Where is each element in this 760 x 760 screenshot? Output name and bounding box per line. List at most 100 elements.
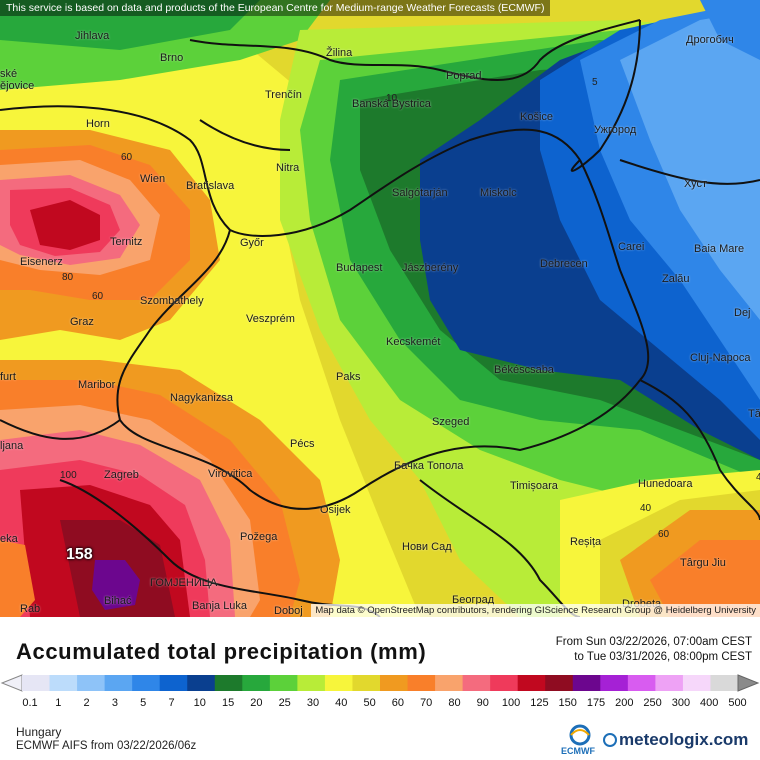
city-label: Reșița	[570, 536, 602, 548]
colorbar-max-arrow	[737, 674, 760, 692]
colorbar-segment	[77, 675, 106, 691]
colorbar-segment	[462, 675, 491, 691]
colorbar	[0, 674, 760, 692]
contour-value-label: 80	[62, 272, 74, 283]
city-label: Szombathely	[140, 295, 204, 307]
contour-value-label: 40	[756, 472, 760, 483]
colorbar-segment	[214, 675, 243, 691]
city-label: Rab	[20, 603, 41, 615]
city-label: Nitra	[276, 162, 300, 174]
colorbar-tick-label: 125	[530, 697, 549, 709]
city-label: Cluj-Napoca	[690, 352, 751, 364]
contour-value-label: 60	[121, 152, 133, 163]
city-label: Banská Bystrica	[352, 98, 431, 110]
colorbar-segment	[380, 675, 409, 691]
city-label: Miskolc	[480, 187, 517, 199]
colorbar-segment	[600, 675, 629, 691]
colorbar-segment	[655, 675, 684, 691]
city-label: Хуст	[684, 178, 708, 190]
region-label: Hungary	[16, 725, 62, 739]
colorbar-tick-label: 100	[501, 697, 521, 709]
contour-value-label: 5	[592, 77, 598, 88]
meteologix-logo-icon	[603, 733, 617, 747]
city-label: Zagreb	[104, 469, 139, 481]
max-precipitation-label: 158	[66, 546, 93, 563]
colorbar-segment	[22, 675, 51, 691]
colorbar-tick-label: 10	[193, 697, 206, 709]
city-label: Brno	[160, 52, 184, 64]
colorbar-tick-label: 15	[221, 697, 235, 709]
colorbar-min-arrow	[0, 674, 23, 692]
city-label: Ternitz	[110, 236, 143, 248]
colorbar-segment	[517, 675, 546, 691]
city-label: ljana	[0, 440, 24, 452]
city-label: Carei	[618, 241, 645, 253]
colorbar-segment	[132, 675, 161, 691]
city-label: ГОМЈЕНИЦА	[150, 577, 218, 589]
city-label: Budapest	[336, 262, 383, 274]
city-label: Baia Mare	[694, 243, 745, 255]
colorbar-tick-label: 7	[168, 697, 175, 709]
colorbar-tick-label: 40	[335, 697, 348, 709]
precipitation-map[interactable]: This service is based on data and produc…	[0, 0, 760, 617]
colorbar-tick-label: 3	[111, 697, 118, 709]
colorbar-segment	[627, 675, 656, 691]
colorbar-segment	[297, 675, 326, 691]
city-label: Kecskemét	[386, 336, 441, 348]
contour-value-label: 60	[658, 529, 670, 540]
colorbar-segment	[682, 675, 711, 691]
precipitation-field	[0, 0, 760, 617]
osm-attribution: Map data © OpenStreetMap contributors, r…	[311, 604, 760, 617]
colorbar-tick-label: 20	[250, 697, 263, 709]
city-label: Szeged	[432, 416, 470, 428]
contour-value-label: 60	[92, 291, 104, 302]
city-label: Banja Luka	[192, 600, 248, 612]
ecmwf-logo-icon	[569, 724, 591, 746]
city-label: Graz	[70, 316, 94, 328]
colorbar-segment	[324, 675, 353, 691]
city-label: Zalău	[662, 273, 690, 285]
colorbar-tick-label: 200	[615, 697, 634, 709]
city-label: Košice	[520, 111, 554, 123]
city-label: Doboj	[274, 605, 303, 617]
ecmwf-label: ECMWF	[561, 746, 595, 756]
colorbar-tick-label: 500	[728, 697, 747, 709]
colorbar-tick-label: 80	[448, 697, 461, 709]
city-label: Salgótarján	[392, 187, 448, 199]
city-label: Trenčín	[265, 89, 302, 101]
contour-value-label: 10	[386, 93, 398, 104]
contour-value-label: 40	[640, 503, 652, 514]
city-label: eka	[0, 533, 18, 545]
city-label: Požega	[240, 531, 278, 543]
ecmwf-attribution: This service is based on data and produc…	[0, 0, 551, 16]
city-label: Tă	[748, 408, 760, 420]
city-label: Horn	[86, 118, 110, 130]
colorbar-segment	[435, 675, 464, 691]
colorbar-tick-label: 300	[671, 697, 691, 709]
colorbar-segment	[187, 675, 216, 691]
colorbar-segment	[572, 675, 601, 691]
city-label: Београд	[452, 594, 495, 606]
colorbar-tick-label: 1	[55, 697, 62, 709]
city-label: Veszprém	[246, 313, 295, 325]
colorbar-segment	[407, 675, 436, 691]
city-label: Nagykanizsa	[170, 392, 233, 404]
date-to: to Tue 03/31/2026, 08:00pm CEST	[574, 651, 752, 663]
city-label: Poprad	[446, 70, 482, 82]
colorbar-tick-label: 60	[391, 697, 405, 709]
colorbar-segment	[242, 675, 271, 691]
meteologix-brand[interactable]: meteologix.com	[603, 730, 748, 750]
colorbar-tick-label: 50	[363, 697, 376, 709]
city-label: furt	[0, 371, 16, 383]
city-label: Virovitica	[208, 468, 253, 480]
city-label: Нови Сад	[402, 541, 452, 553]
colorbar-tick-label: 30	[306, 697, 320, 709]
city-label: Wien	[140, 173, 166, 185]
colorbar-segment	[269, 675, 298, 691]
city-label: Dej	[734, 307, 751, 319]
colorbar-segment	[545, 675, 574, 691]
colorbar-tick-label: 90	[476, 697, 489, 709]
city-label: Бачка Топола	[394, 460, 464, 472]
city-label: Bratislava	[186, 180, 235, 192]
city-label: Jihlava	[75, 30, 110, 42]
